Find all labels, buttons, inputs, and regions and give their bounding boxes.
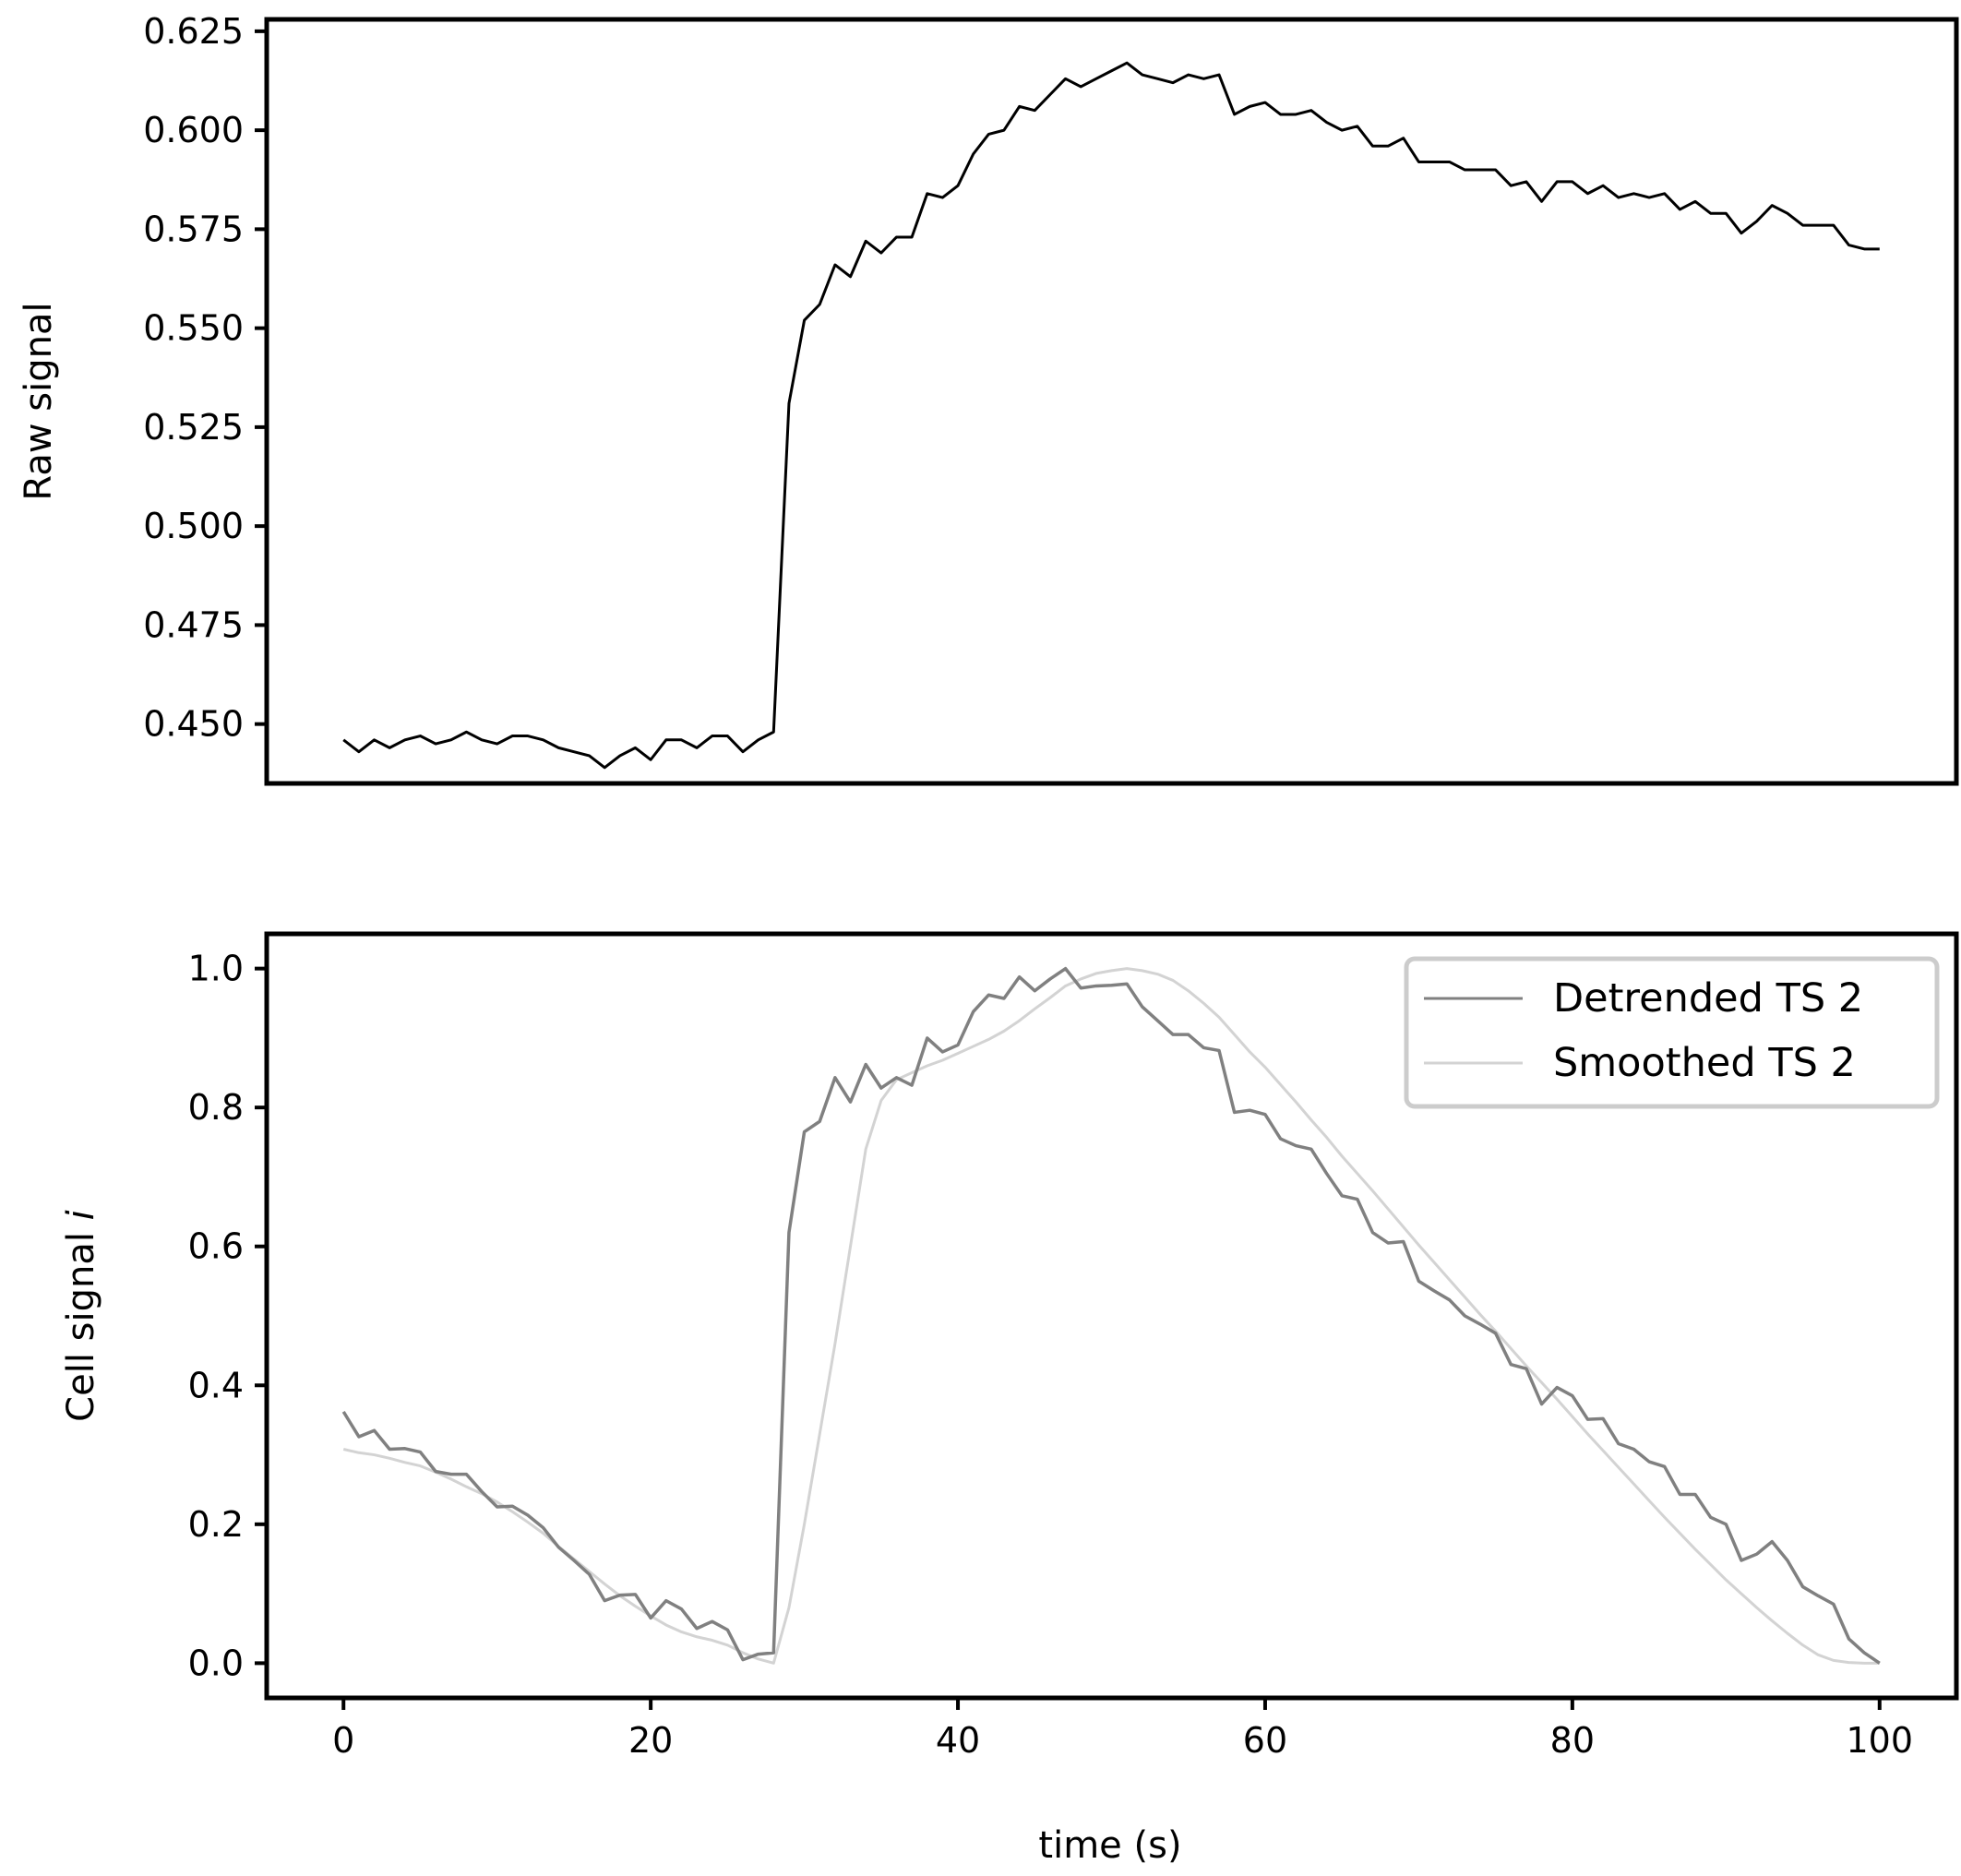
cell-signal-y-tick-label: 0.8 [188, 1087, 244, 1128]
raw-signal-y-ticks: 0.450 0.475 0.500 0.525 0.550 0.575 0.600 0.625 [143, 11, 267, 745]
cell-signal-x-ticks: 0 20 40 60 80 100 [332, 1698, 1913, 1761]
raw-signal-axes-frame [264, 17, 1959, 786]
cell-signal-y-axis-label: Cell signal i [60, 1210, 102, 1422]
cell-signal-series-line-1 [342, 967, 1880, 1665]
cell-signal-panel: 0.0 0.2 0.4 0.6 0.8 1.0 0 20 40 60 80 100 Cell sig… [60, 931, 1959, 1867]
cell-signal-y-tick-label: 1.0 [188, 949, 244, 989]
raw-signal-lines [342, 61, 1880, 770]
cell-signal-y-axis-label-text: Cell signal [60, 1220, 102, 1422]
raw-signal-panel: 0.450 0.475 0.500 0.525 0.550 0.575 0.600 0.625… [18, 11, 1959, 786]
cell-signal-series-line-0 [341, 966, 1881, 1665]
legend: Detrended TS 2 Smoothed TS 2 [1404, 956, 1940, 1109]
x-tick-label: 100 [1847, 1720, 1914, 1761]
raw-signal-y-tick-label: 0.475 [143, 604, 244, 645]
legend-box [1404, 956, 1940, 1109]
raw-signal-y-tick-label: 0.500 [143, 506, 244, 546]
raw-signal-y-tick-label: 0.575 [143, 209, 244, 249]
raw-signal-y-tick-label: 0.525 [143, 407, 244, 448]
cell-signal-y-tick-label: 0.2 [188, 1504, 244, 1545]
x-tick-label: 40 [936, 1720, 980, 1761]
raw-signal-series-line-0 [342, 61, 1880, 770]
x-tick-label: 0 [332, 1720, 354, 1761]
legend-label-detrended: Detrended TS 2 [1553, 975, 1863, 1022]
raw-signal-y-tick-label: 0.550 [143, 308, 244, 349]
raw-signal-y-axis-label: Raw signal [18, 302, 60, 500]
x-tick-label: 20 [628, 1720, 673, 1761]
raw-signal-y-tick-label: 0.625 [143, 11, 244, 52]
cell-signal-y-tick-label: 0.6 [188, 1226, 244, 1267]
legend-label-smoothed: Smoothed TS 2 [1553, 1040, 1856, 1086]
cell-signal-lines [341, 966, 1881, 1665]
cell-signal-axes-frame [264, 931, 1959, 1701]
cell-signal-y-axis-label-italic: i [60, 1210, 102, 1220]
x-axis-label: time (s) [1038, 1824, 1181, 1867]
x-tick-label: 60 [1243, 1720, 1287, 1761]
cell-signal-y-tick-label: 0.0 [188, 1643, 244, 1683]
raw-signal-y-tick-label: 0.600 [143, 110, 244, 150]
cell-signal-y-tick-label: 0.4 [188, 1365, 244, 1405]
cell-signal-y-ticks: 0.0 0.2 0.4 0.6 0.8 1.0 [188, 949, 267, 1683]
x-tick-label: 80 [1550, 1720, 1595, 1761]
raw-signal-y-tick-label: 0.450 [143, 704, 244, 745]
